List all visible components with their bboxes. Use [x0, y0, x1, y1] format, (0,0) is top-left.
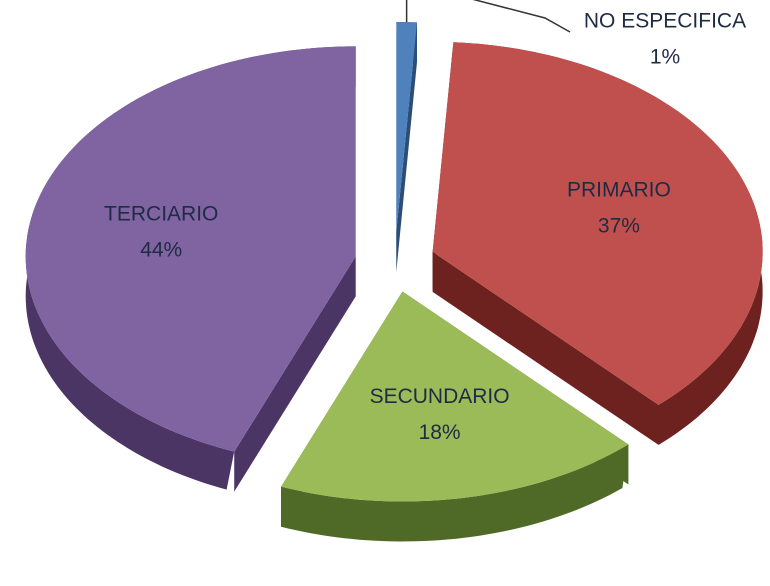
slice	[432, 42, 763, 405]
slice	[396, 22, 417, 233]
slice-value-label: 44%	[140, 238, 182, 261]
slice-side	[432, 251, 659, 445]
slice-label: NO ESPECIFICA	[584, 10, 746, 33]
slice-label: SECUNDARIO	[370, 385, 510, 408]
slice-side	[234, 256, 356, 492]
slice-side	[396, 22, 417, 273]
slice-label: PRIMARIO	[567, 179, 671, 202]
slice	[281, 291, 629, 502]
slice-value-label: 18%	[419, 421, 461, 444]
slice-label: TERCIARIO	[104, 202, 218, 225]
slice-value-label: 1%	[650, 46, 680, 69]
slice-value-label: 37%	[598, 215, 640, 238]
leader-line	[405, 0, 571, 33]
slice	[25, 46, 356, 452]
slice-side	[281, 444, 629, 542]
